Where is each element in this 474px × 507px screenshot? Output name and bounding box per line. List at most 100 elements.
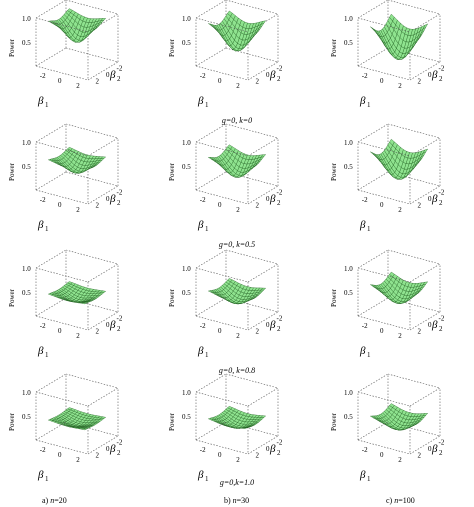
- z-tick-label: 1.0: [22, 389, 31, 397]
- box-edge: [357, 421, 389, 441]
- box-edge: [387, 249, 441, 265]
- box-edge: [35, 123, 67, 143]
- x-axis-subscript: 1: [205, 475, 209, 483]
- z-tick-label: 0.5: [344, 413, 353, 421]
- box-edge: [35, 267, 89, 283]
- z-tick-label: 0.5: [344, 289, 353, 297]
- y-tick-label: -2: [117, 439, 123, 447]
- y-tick-label: 2: [418, 327, 422, 335]
- x-axis-label: β: [359, 345, 366, 357]
- x-axis-label: β: [197, 95, 204, 107]
- box-edge: [65, 123, 119, 139]
- box-edge: [65, 47, 119, 63]
- z-axis-label: Power: [8, 38, 16, 57]
- z-tick-label: 1.0: [182, 139, 191, 147]
- x-tick-label: 0: [218, 201, 222, 209]
- y-axis-subscript: 2: [277, 75, 281, 83]
- y-axis-label: β: [269, 69, 276, 81]
- x-axis-label: β: [37, 95, 44, 107]
- box-edge: [387, 0, 441, 15]
- x-axis-subscript: 1: [205, 225, 209, 233]
- surface-facet: [227, 144, 233, 150]
- x-tick-label: 2: [236, 82, 240, 90]
- y-tick-label: -2: [439, 439, 445, 447]
- x-axis-label: β: [37, 345, 44, 357]
- y-tick-label: 0: [428, 445, 432, 453]
- x-axis-subscript: 1: [367, 475, 371, 483]
- box-edge: [35, 0, 67, 19]
- z-tick-label: 1.0: [182, 389, 191, 397]
- y-tick-label: 0: [266, 445, 270, 453]
- y-tick-label: 0: [266, 321, 270, 329]
- x-axis-subscript: 1: [367, 225, 371, 233]
- surface-panel: 1.0 0.5 Power -2 0 2 2 0 -2 β 1 β 2: [330, 0, 450, 116]
- z-axis-label: Power: [8, 162, 16, 181]
- x-tick-label: 0: [218, 327, 222, 335]
- z-tick-label: 0.5: [182, 289, 191, 297]
- x-tick-label: 2: [398, 456, 402, 464]
- z-tick-label: 0.5: [182, 163, 191, 171]
- x-tick-label: 0: [58, 201, 62, 209]
- y-tick-label: 0: [266, 71, 270, 79]
- box-edge: [195, 391, 249, 407]
- column-caption-c-var: n: [394, 496, 399, 505]
- x-tick-label: 2: [398, 332, 402, 340]
- z-tick-label: 0.5: [344, 163, 353, 171]
- column-caption-b: b) n=30: [224, 496, 249, 505]
- z-tick-label: 0.5: [22, 413, 31, 421]
- z-axis-label: Power: [168, 412, 176, 431]
- x-tick-label: 0: [58, 451, 62, 459]
- surface-facet: [389, 138, 395, 146]
- surface-panel: 1.0 0.5 Power -2 0 2 2 0 -2 β 1 β 2: [330, 249, 450, 366]
- box-edge: [357, 391, 411, 407]
- y-tick-label: 2: [418, 201, 422, 209]
- box-edge: [195, 123, 227, 143]
- y-tick-label: 2: [96, 77, 100, 85]
- x-axis-subscript: 1: [367, 351, 371, 359]
- z-axis-label: Power: [330, 162, 338, 181]
- y-axis-subscript: 2: [439, 199, 443, 207]
- box-edge: [357, 0, 389, 19]
- surface-facet: [67, 8, 73, 13]
- y-tick-label: -2: [439, 189, 445, 197]
- x-axis-subscript: 1: [45, 101, 49, 109]
- x-tick-label: -2: [40, 72, 46, 80]
- z-tick-label: 1.0: [22, 139, 31, 147]
- row-caption-1: g=0, k=0: [221, 116, 253, 125]
- x-axis-subscript: 1: [45, 225, 49, 233]
- y-tick-label: 2: [256, 327, 260, 335]
- box-edge: [387, 123, 441, 139]
- box-edge: [247, 137, 279, 157]
- x-tick-label: -2: [40, 196, 46, 204]
- y-axis-label: β: [269, 319, 276, 331]
- y-tick-label: 0: [106, 71, 110, 79]
- x-axis-label: β: [37, 469, 44, 481]
- x-tick-label: -2: [40, 322, 46, 330]
- x-tick-label: 0: [218, 451, 222, 459]
- z-tick-label: 1.0: [344, 139, 353, 147]
- x-tick-label: 0: [380, 327, 384, 335]
- y-tick-label: 2: [96, 451, 100, 459]
- z-tick-label: 1.0: [344, 265, 353, 273]
- y-tick-label: 2: [418, 77, 422, 85]
- surface-panel: 1.0 0.5 Power -2 0 2 2 0 -2 β 1 β 2: [8, 123, 128, 240]
- x-axis-label: β: [37, 219, 44, 231]
- x-tick-label: 2: [76, 206, 80, 214]
- x-tick-label: -2: [200, 446, 206, 454]
- y-axis-label: β: [431, 443, 438, 455]
- surface-facet: [227, 405, 233, 410]
- y-axis-label: β: [269, 443, 276, 455]
- y-tick-label: -2: [439, 65, 445, 73]
- y-tick-label: 0: [106, 321, 110, 329]
- y-axis-subscript: 2: [277, 199, 281, 207]
- row-caption-4: g=0,k=1.0: [219, 478, 255, 487]
- surface-facet: [67, 281, 73, 285]
- x-tick-label: 0: [58, 77, 62, 85]
- surface-facet: [389, 403, 395, 408]
- z-axis-label: Power: [168, 162, 176, 181]
